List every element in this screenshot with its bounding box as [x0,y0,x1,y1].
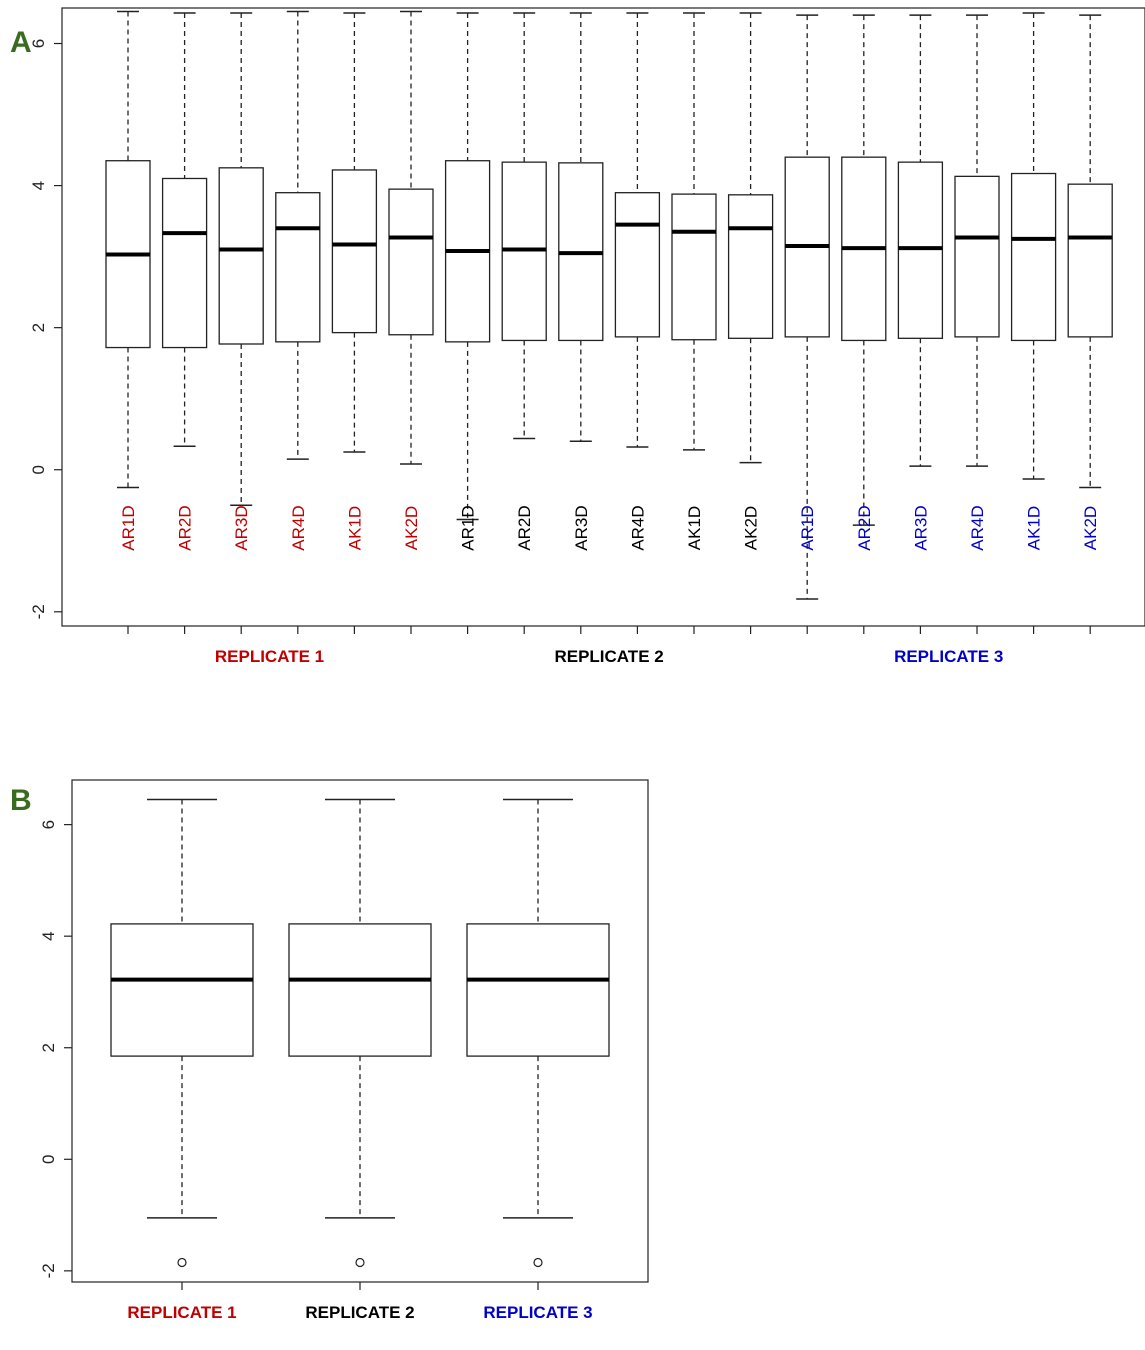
panel-a-category-label: AK1D [345,506,364,550]
panel-a-category-label: AR4D [289,505,308,550]
panel-a-category-label: AR1D [798,505,817,550]
panel-a-box-4 [275,10,321,460]
panel-b-category-label: REPLICATE 2 [305,1303,414,1322]
box-iqr [671,193,717,341]
panel-a-category-label: AR3D [572,505,591,550]
box-iqr [1010,172,1057,342]
panel-a-y-tick-label: 2 [29,323,48,332]
panel-a-category-label: AR3D [911,505,930,550]
box-iqr [388,188,434,336]
box-iqr [727,194,774,339]
outlier-point [355,1257,365,1268]
panel-b-box-3 [466,798,610,1268]
box-iqr [288,923,432,1057]
panel-b-category-label: REPLICATE 3 [483,1303,592,1322]
panel-a-category-label: AR2D [176,505,195,550]
panel-b-y-tick-label: 0 [39,1155,58,1164]
box-iqr [218,167,264,345]
panel-a-category-label: AK2D [1081,506,1100,550]
panel-a-box-18 [1067,14,1113,489]
panel-a-box-16 [954,14,1000,467]
panel-b-box-1 [110,798,254,1268]
box-iqr [466,923,610,1057]
panel-a-box-9 [558,12,604,443]
panel-a-box-13 [784,14,830,600]
panel-a-category-label: AK1D [685,506,704,550]
panel-a-group-label: REPLICATE 1 [215,647,324,666]
panel-b-y-tick-label: 6 [39,820,58,829]
panel-a-category-label: AK1D [1025,506,1044,550]
panel-a-y-tick-label: 6 [29,39,48,48]
panel-a-box-3 [218,12,264,506]
box-iqr [161,177,208,349]
panel-b-category-label: REPLICATE 1 [127,1303,236,1322]
box-iqr [614,192,661,338]
panel-a-category-label: AR2D [855,505,874,550]
box-iqr [110,923,254,1057]
box-iqr [331,169,378,334]
panel-a-box-7 [444,12,491,521]
panel-b-y-tick-label: 4 [39,931,58,940]
panel-b-box-2 [288,798,432,1268]
panel-a-category-label: AK2D [742,506,761,550]
panel-a-category-label: AR1D [119,505,138,550]
outlier-point [533,1257,543,1268]
panel-a-y-tick-label: 4 [29,181,48,190]
panel-a-box-11 [671,12,717,451]
panel-a-box-10 [614,12,661,448]
panel-b-y-tick-label: -2 [39,1263,58,1278]
panel-a-y-tick-label: 0 [29,465,48,474]
panel-a-box-8 [501,12,547,440]
panel-a-group-label: REPLICATE 3 [894,647,1003,666]
panel-a-box-17 [1010,12,1057,480]
box-iqr [897,161,944,339]
panel-a-category-label: AK2D [402,506,421,550]
panel-a-box-5 [331,12,378,453]
box-iqr [1067,183,1113,338]
outlier-point [177,1257,187,1268]
panel-a-y-tick-label: -2 [29,604,48,619]
panel-a-box-15 [897,14,944,467]
panel-a-plot-frame [61,7,1145,627]
panel-a-category-label: AR1D [459,505,478,550]
panel-a-box-6 [388,10,434,465]
panel-a-category-label: AR3D [232,505,251,550]
panel-a-category-label: AR4D [968,505,987,550]
panel-a-category-label: AR4D [628,505,647,550]
box-iqr [954,175,1000,338]
panel-a-group-label: REPLICATE 2 [554,647,663,666]
panel-b-letter: B [10,784,32,817]
box-iqr [275,192,321,343]
panel-a-box-14 [841,14,887,526]
panel-a-category-label: AR2D [515,505,534,550]
panel-a-box-1 [105,10,151,489]
panel-b-y-tick-label: 2 [39,1043,58,1052]
panel-a-box-12 [727,12,774,464]
panel-b-boxplot: B -2 0 2 4 6 REPLICATE 1 REPLICATE 2 REPLICATE … [10,779,649,1322]
panel-a-box-2 [161,12,208,448]
panel-a-letter: A [10,26,32,59]
panel-a-boxplot: A -2 0 2 4 6 AR1D AR2D AR3D AR4D AK1D AK2D AR1D AR2D… [10,7,1145,666]
